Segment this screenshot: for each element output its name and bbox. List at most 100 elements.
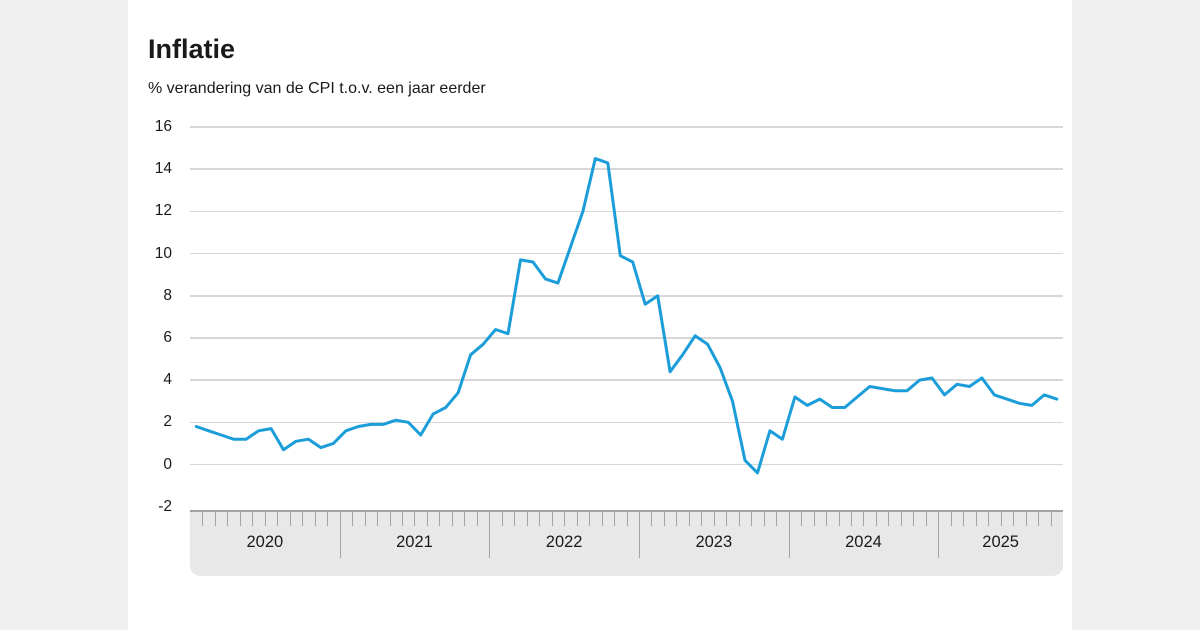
gridline — [190, 379, 1063, 381]
month-tick — [1050, 512, 1052, 526]
y-axis-tick-label: 8 — [163, 286, 172, 304]
month-tick — [314, 512, 316, 526]
month-tick — [676, 512, 678, 526]
gridline — [190, 295, 1063, 297]
month-tick — [277, 512, 279, 526]
y-axis-tick-label: 10 — [154, 244, 172, 262]
y-axis-tick-label: 16 — [154, 118, 172, 135]
gridline — [190, 168, 1063, 170]
month-tick — [826, 512, 828, 526]
month-tick — [988, 512, 990, 526]
month-tick — [451, 512, 453, 526]
month-tick — [514, 512, 516, 526]
month-tick — [838, 512, 840, 526]
month-tick — [389, 512, 391, 526]
month-tick — [464, 512, 466, 526]
month-tick — [688, 512, 690, 526]
gridline — [190, 126, 1063, 128]
month-tick — [726, 512, 728, 526]
month-tick — [564, 512, 566, 526]
month-tick — [888, 512, 890, 526]
y-axis-tick-label: 0 — [163, 455, 172, 473]
month-tick — [439, 512, 441, 526]
month-tick — [377, 512, 379, 526]
x-axis-band: 2020 2021 2022 2023 2024 2025 — [190, 510, 1063, 575]
year-separator — [788, 512, 790, 558]
month-tick — [776, 512, 778, 526]
year-separator — [938, 512, 940, 558]
month-tick — [352, 512, 354, 526]
month-tick — [364, 512, 366, 526]
month-tick — [1025, 512, 1027, 526]
month-tick — [763, 512, 765, 526]
year-label: 2020 — [246, 533, 284, 551]
y-axis-tick-label: 6 — [163, 328, 172, 346]
month-tick — [751, 512, 753, 526]
month-tick — [601, 512, 603, 526]
month-tick — [227, 512, 229, 526]
year-label: 2024 — [845, 533, 882, 551]
gridline — [190, 210, 1063, 213]
month-tick — [950, 512, 952, 526]
month-tick — [589, 512, 591, 526]
month-tick — [663, 512, 665, 526]
month-tick — [1013, 512, 1015, 526]
month-tick — [402, 512, 403, 526]
month-tick — [900, 512, 902, 526]
month-tick — [414, 512, 416, 526]
month-tick — [651, 512, 653, 526]
chart-card: Inflatie % verandering van de CPI t.o.v.… — [128, 0, 1072, 630]
y-axis-tick-label: 14 — [154, 160, 172, 178]
y-axis-tick-label: 12 — [154, 202, 172, 220]
year-separator — [638, 512, 640, 558]
month-tick — [614, 512, 616, 526]
year-label: 2022 — [545, 533, 583, 551]
month-tick — [289, 512, 291, 526]
gridline — [190, 463, 1063, 466]
month-tick — [963, 512, 965, 526]
year-label: 2023 — [695, 533, 733, 551]
month-tick — [913, 512, 915, 526]
month-tick — [327, 512, 329, 526]
month-tick — [576, 512, 578, 526]
month-tick — [863, 512, 865, 526]
month-tick — [551, 512, 553, 526]
month-tick — [264, 512, 266, 526]
month-tick — [801, 512, 803, 526]
month-tick — [701, 512, 703, 526]
gridline — [190, 252, 1063, 255]
month-tick — [1000, 512, 1002, 526]
month-tick — [214, 512, 216, 526]
chart-subtitle: % verandering van de CPI t.o.v. een jaar… — [148, 80, 486, 97]
month-tick — [501, 512, 503, 526]
year-separator — [489, 512, 491, 558]
gridline — [190, 337, 1063, 339]
month-tick — [539, 512, 541, 526]
month-tick — [302, 512, 304, 526]
month-tick — [1038, 512, 1040, 526]
month-tick — [925, 512, 927, 526]
month-tick — [975, 512, 977, 526]
inflation-line[interactable] — [194, 157, 1059, 475]
month-tick — [202, 512, 204, 526]
month-tick — [813, 512, 815, 526]
y-axis-tick-label: 4 — [163, 371, 172, 389]
month-tick — [239, 512, 241, 526]
month-tick — [738, 512, 740, 526]
month-tick — [426, 512, 428, 526]
year-label: 2025 — [982, 533, 1019, 551]
month-tick — [252, 512, 254, 526]
y-axis-tick-label: -2 — [158, 497, 172, 515]
month-tick — [713, 512, 715, 526]
chart-title: Inflatie — [148, 34, 236, 64]
month-tick — [626, 512, 628, 526]
month-tick — [850, 512, 852, 526]
month-tick — [875, 512, 877, 526]
y-axis-tick-label: 2 — [163, 413, 172, 431]
year-separator — [339, 512, 341, 558]
month-tick — [476, 512, 478, 526]
year-label: 2021 — [396, 533, 433, 551]
inflation-line-chart[interactable] — [190, 100, 1063, 520]
month-tick — [526, 512, 528, 526]
